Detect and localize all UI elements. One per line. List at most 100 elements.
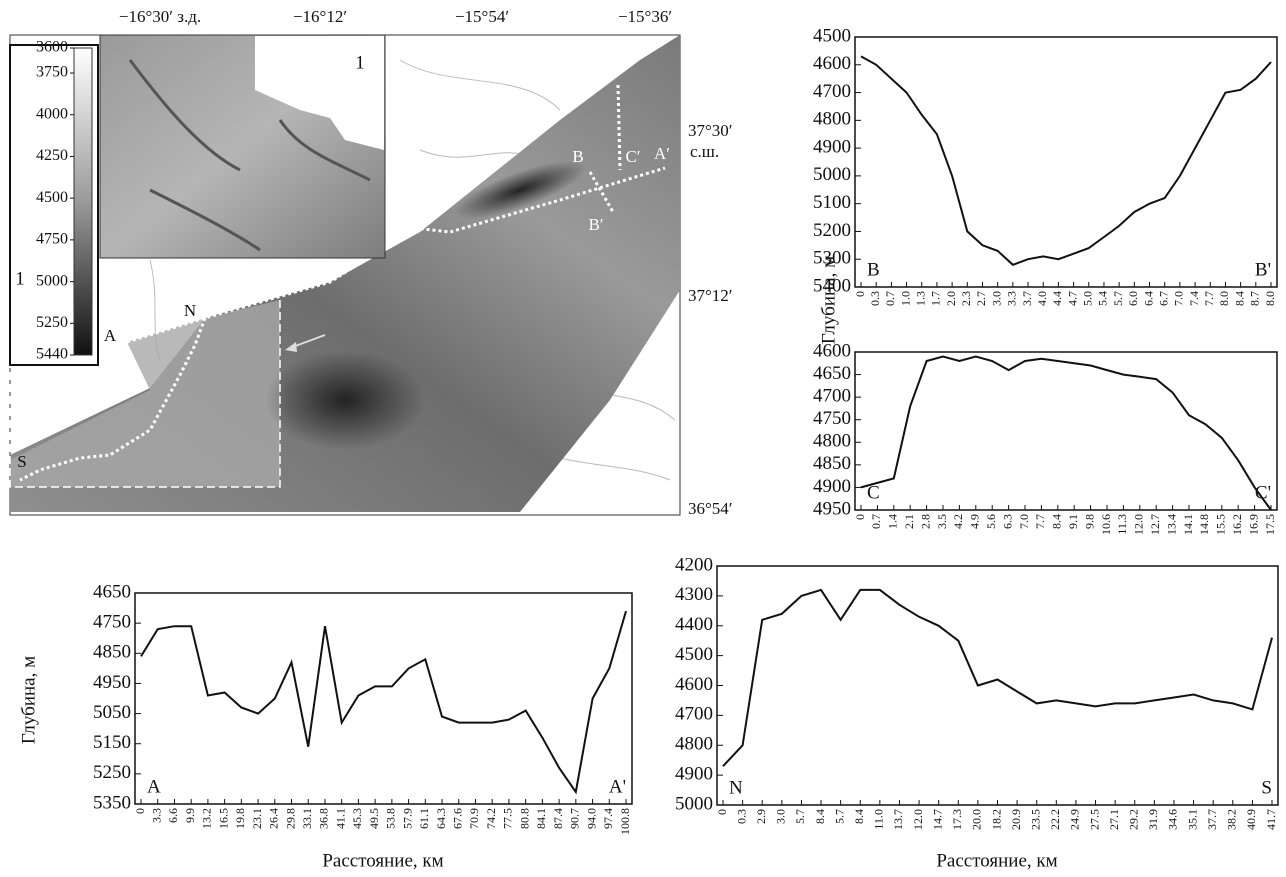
y-axis-label: Глубина, м (18, 656, 39, 744)
x-tick-label: 8.4 (852, 809, 866, 824)
x-tick-label: 74.2 (484, 808, 498, 829)
x-tick-label: 23.5 (1028, 809, 1042, 830)
x-tick-label: 0.7 (883, 291, 897, 306)
lon-label: −16°12′ (293, 7, 347, 26)
x-tick-label: 8.4 (813, 809, 827, 824)
x-tick-label: 5.6 (984, 514, 998, 529)
lon-label: −15°54′ (455, 7, 509, 26)
point-label: C (621, 49, 632, 68)
map: −16°30′ з.д. −16°12′ −15°54′ −15°36′ 37°… (9, 7, 733, 518)
x-tick-label: 17.3 (950, 809, 964, 830)
profile (860, 55, 1272, 266)
x-tick-label: 7.0 (1172, 291, 1186, 306)
x-tick-label: 16.2 (1230, 514, 1244, 535)
x-tick-label: 84.1 (534, 808, 548, 829)
start-label: B (867, 259, 880, 280)
x-tick-label: 3.7 (1020, 291, 1034, 306)
x-tick-label: 41.1 (333, 808, 347, 829)
x-tick-label: 61.1 (417, 808, 431, 829)
point-label: S (17, 452, 26, 471)
lat-label: 37°30′ (688, 121, 733, 140)
x-tick-label: 5.0 (1081, 291, 1095, 306)
y-tick-label: 4600 (813, 340, 851, 361)
x-tick-label: 12.0 (1132, 514, 1146, 535)
x-tick-label: 2.3 (959, 291, 973, 306)
point-label: N (184, 301, 196, 320)
y-tick-label: 4900 (813, 476, 851, 497)
x-tick-label: 53.8 (384, 808, 398, 829)
x-tick-label: 34.6 (1166, 809, 1180, 830)
x-tick-label: 8.0 (1263, 291, 1277, 306)
y-tick-label: 4400 (675, 614, 713, 635)
end-label: C' (1255, 482, 1271, 503)
x-tick-label: 10.6 (1099, 514, 1113, 535)
contour-lines (149, 59, 676, 481)
y-tick-label: 4500 (813, 25, 851, 46)
x-tick-label: 0 (853, 291, 867, 297)
x-tick-label: 4.7 (1065, 291, 1079, 306)
x-tick-label: 35.1 (1185, 809, 1199, 830)
x-tick-label: 17.5 (1263, 514, 1277, 535)
y-tick-label: 5150 (93, 732, 131, 753)
inset-label: 1 (355, 52, 365, 73)
x-tick-label: 2.1 (902, 514, 916, 529)
colorbar-tick-label: 4000 (36, 105, 68, 122)
y-tick-label: 4800 (813, 431, 851, 452)
lon-label: −16°30′ з.д. (119, 7, 201, 26)
x-tick-label: 23.1 (250, 808, 264, 829)
x-tick-label: 20.0 (970, 809, 984, 830)
x-tick-label: 7.4 (1187, 291, 1201, 306)
x-tick-label: 0 (133, 808, 147, 814)
bathymetry-swath (10, 300, 280, 487)
x-tick-label: 1.3 (913, 291, 927, 306)
x-tick-label: 29.2 (1127, 809, 1141, 830)
x-axis-label: Расстояние, км (936, 850, 1057, 871)
x-tick-label: 6.3 (1000, 514, 1014, 529)
plot-frame (854, 36, 1278, 288)
x-tick-label: 97.4 (601, 808, 615, 829)
x-tick-label: 2.7 (974, 291, 988, 306)
x-tick-label: 12.7 (1148, 514, 1162, 535)
plot-frame (716, 565, 1279, 806)
end-label: B' (1255, 259, 1271, 280)
point-label: C′ (625, 147, 640, 166)
profile-line (588, 171, 615, 213)
y-tick-label: 4900 (675, 763, 713, 784)
y-tick-label: 4800 (675, 734, 713, 755)
y-tick-label: 5000 (813, 164, 851, 185)
y-tick-label: 4750 (813, 408, 851, 429)
inset-blank (255, 36, 384, 150)
x-tick-label: 41.7 (1264, 809, 1278, 830)
lat-label: с.ш. (690, 142, 719, 161)
x-tick-label: 18.2 (989, 809, 1003, 830)
x-tick-label: 13.7 (891, 809, 905, 830)
start-label: N (729, 777, 743, 798)
lon-label: −15°36′ (618, 7, 672, 26)
x-tick-label: 7.7 (1033, 514, 1047, 529)
lat-label: 37°12′ (688, 286, 733, 305)
colorbar-tick-label: 5000 (36, 272, 68, 289)
box-label: 1 (15, 268, 25, 289)
x-tick-label: 27.1 (1107, 809, 1121, 830)
x-tick-label: 22.2 (1048, 809, 1062, 830)
y-tick-label: 4300 (675, 584, 713, 605)
x-tick-label: 6.0 (1126, 291, 1140, 306)
x-tick-label: 70.9 (467, 808, 481, 829)
y-tick-label: 4850 (93, 642, 131, 663)
x-tick-label: 40.9 (1244, 809, 1258, 830)
x-tick-label: 4.2 (951, 514, 965, 529)
y-tick-label: 4950 (93, 672, 131, 693)
x-axis-label: Расстояние, км (322, 850, 443, 871)
y-tick-label: 4500 (675, 644, 713, 665)
x-tick-label: 0.3 (734, 809, 748, 824)
x-tick-label: 49.5 (367, 808, 381, 829)
x-tick-label: 67.6 (451, 808, 465, 829)
y-tick-label: 4700 (813, 81, 851, 102)
x-tick-label: 9.1 (1066, 514, 1080, 529)
y-tick-label: 5050 (93, 702, 131, 723)
x-tick-label: 1.4 (886, 514, 900, 529)
y-tick-label: 4800 (813, 109, 851, 130)
x-tick-label: 4.0 (1035, 291, 1049, 306)
x-tick-label: 9.8 (1082, 514, 1096, 529)
